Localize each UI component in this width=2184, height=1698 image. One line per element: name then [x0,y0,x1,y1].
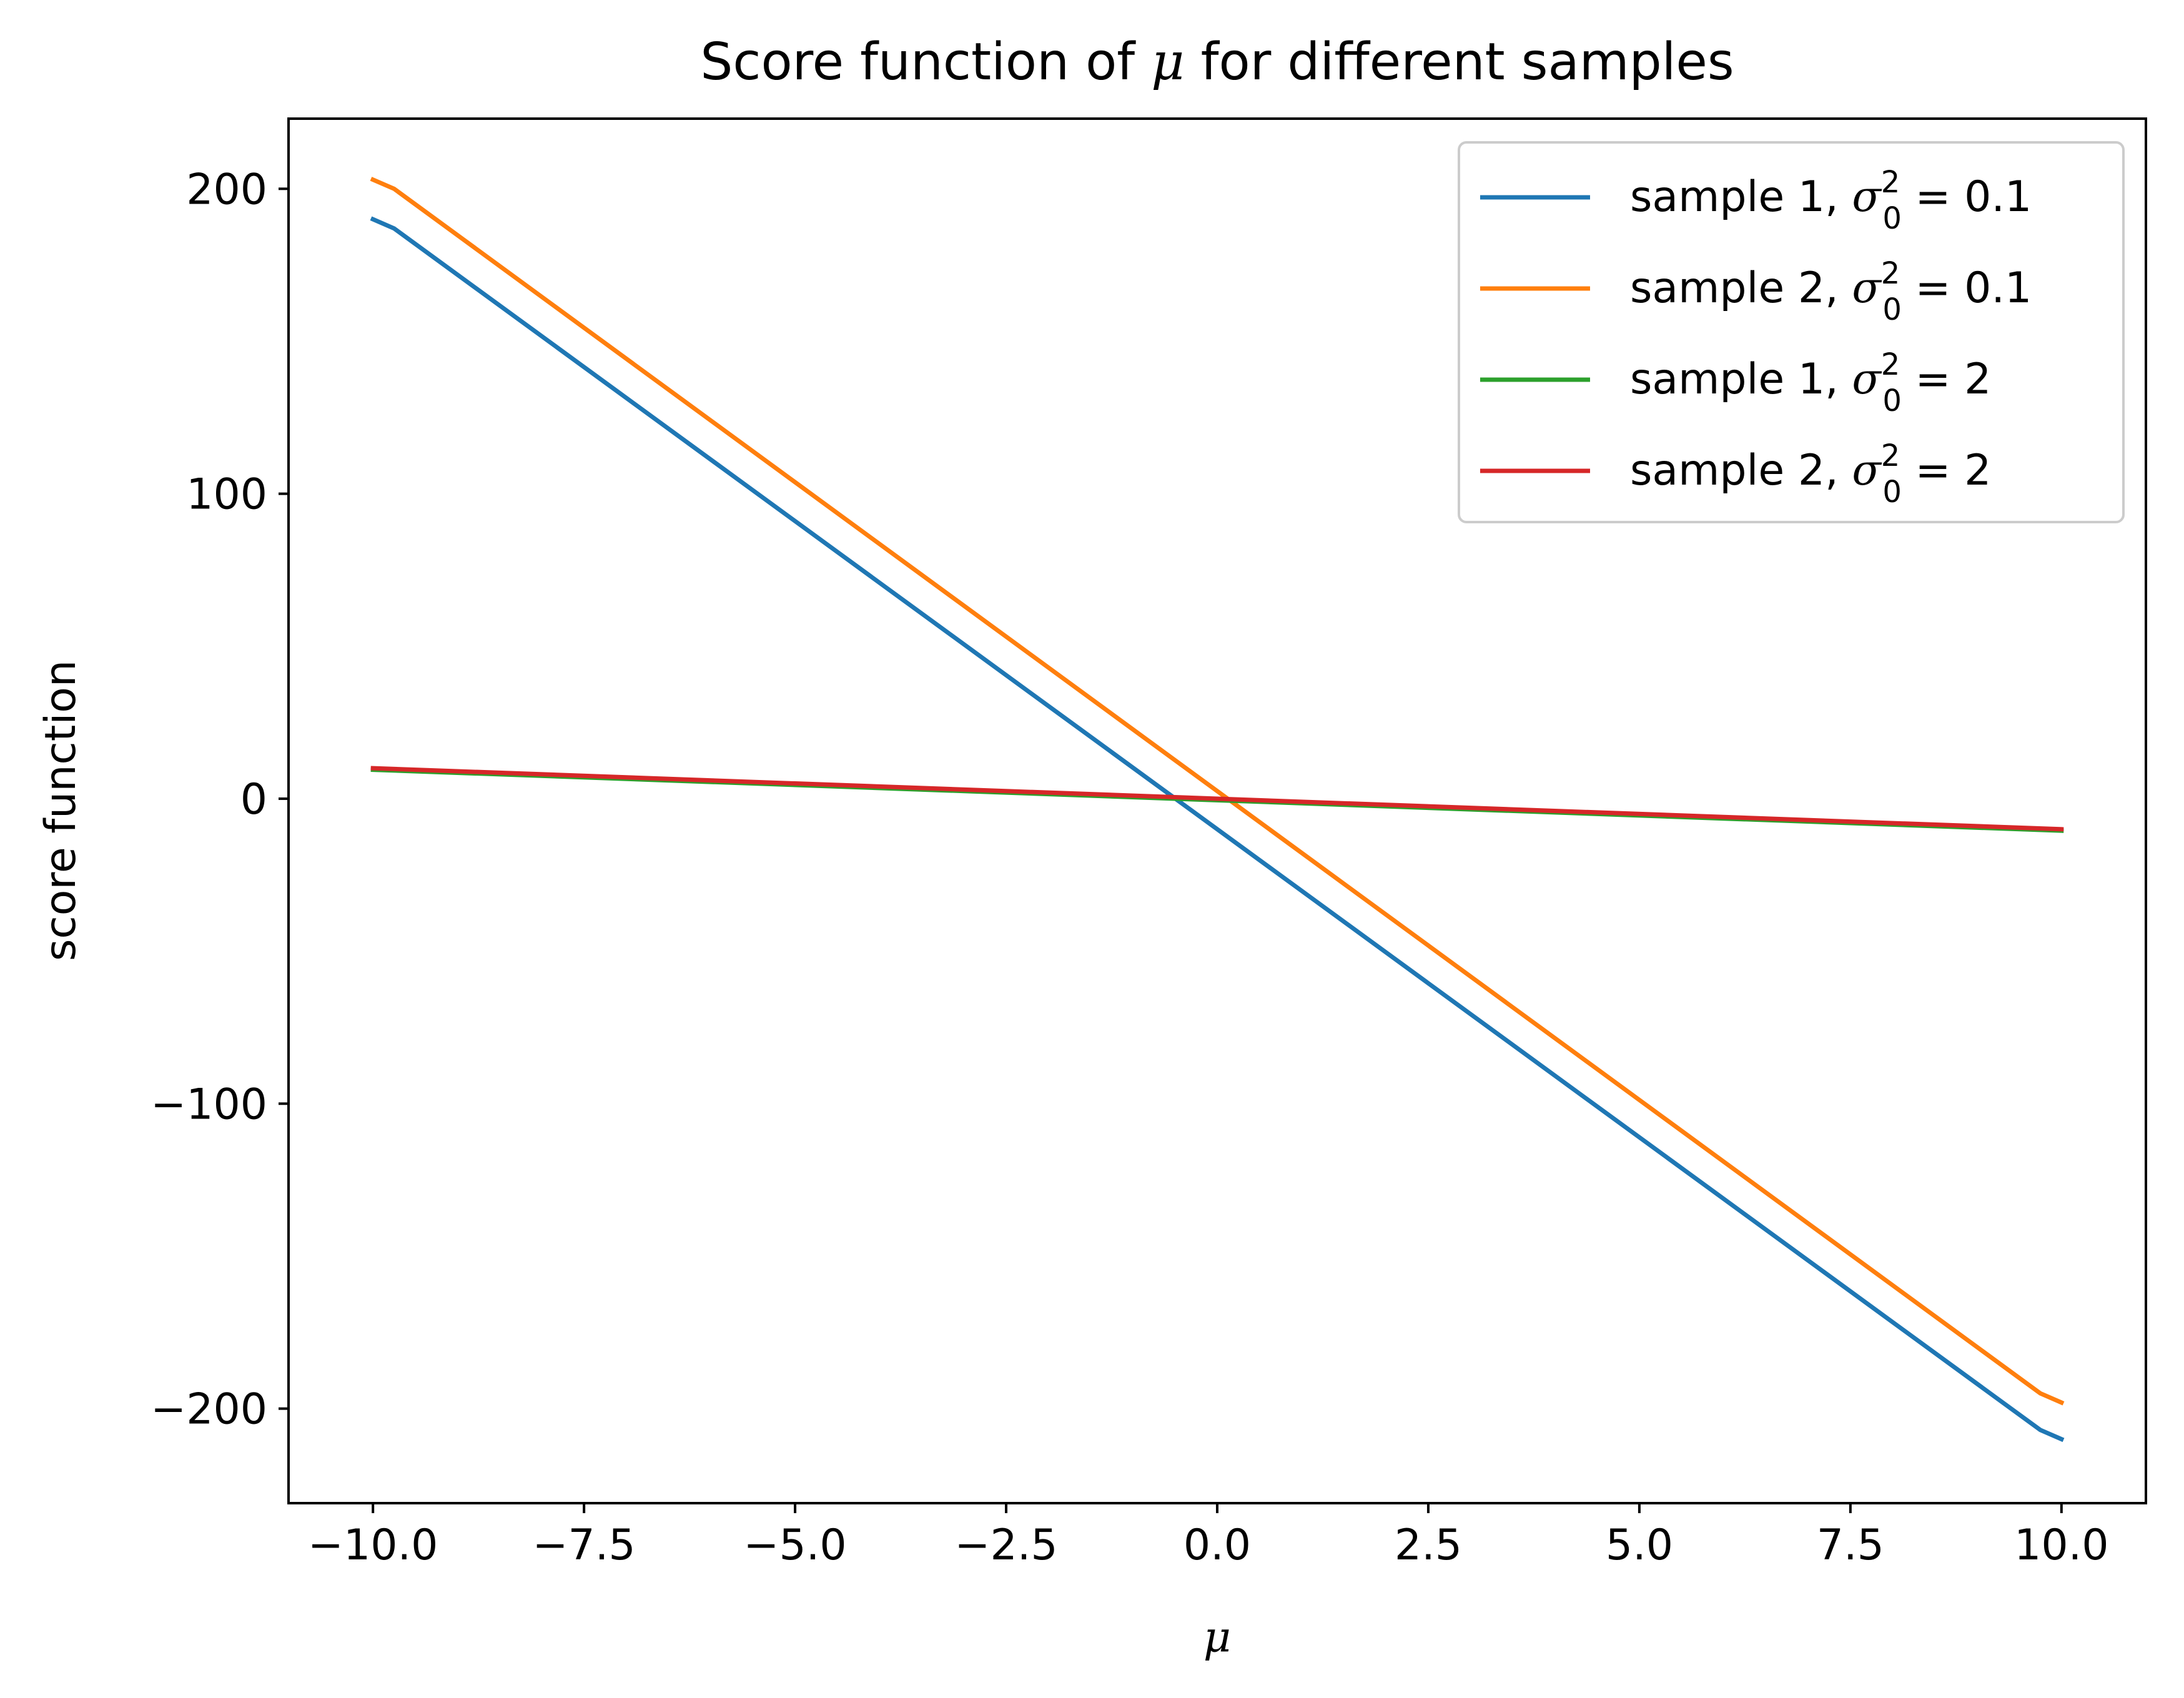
legend: sample 1, σ2 0 = 0.1 sample 2, σ2 0 = 0.1 sa… [1458,141,2125,523]
y-tick-label: 0 [240,775,267,824]
x-tick-label: 2.5 [1395,1521,1462,1570]
x-tick-label: −5.0 [744,1521,847,1570]
y-tick-label: 100 [186,470,267,520]
series-line-2 [370,177,2065,1406]
legend-label-4: sample 2, σ2 0 = 2 [1630,438,1991,510]
x-tick-label: 7.5 [1817,1521,1884,1570]
legend-label-3: sample 1, σ2 0 = 2 [1630,347,1991,418]
series-line-1 [370,216,2065,1443]
legend-label-2: sample 2, σ2 0 = 0.1 [1630,256,2032,327]
series-layer [370,177,2065,1443]
x-axis-ticks: −10.0 −7.5 −5.0 −2.5 0.0 2.5 5.0 7.5 10.0 [308,1503,2109,1570]
legend-label-1: sample 1, σ2 0 = 0.1 [1630,165,2032,236]
x-tick-label: 5.0 [1606,1521,1673,1570]
legend-box [1458,141,2125,523]
x-tick-label: 10.0 [2014,1521,2108,1570]
x-tick-label: 0.0 [1183,1521,1251,1570]
y-tick-label: −100 [151,1080,267,1129]
chart-title: Score function of μ for different sample… [700,32,1734,92]
x-tick-label: −7.5 [533,1521,636,1570]
y-tick-label: 200 [186,165,267,214]
y-axis-title: score function [36,660,86,961]
chart-title-symbol: μ [1151,32,1184,92]
y-axis-ticks: −200 −100 0 100 200 [151,165,289,1434]
chart-title-prefix: Score function of [700,32,1151,92]
chart-title-suffix: for different samples [1185,32,1734,92]
series-line-4 [370,766,2064,832]
x-axis-title: μ [1203,1613,1231,1662]
x-tick-label: −10.0 [308,1521,438,1570]
y-tick-label: −200 [151,1385,267,1434]
x-tick-label: −2.5 [954,1521,1057,1570]
